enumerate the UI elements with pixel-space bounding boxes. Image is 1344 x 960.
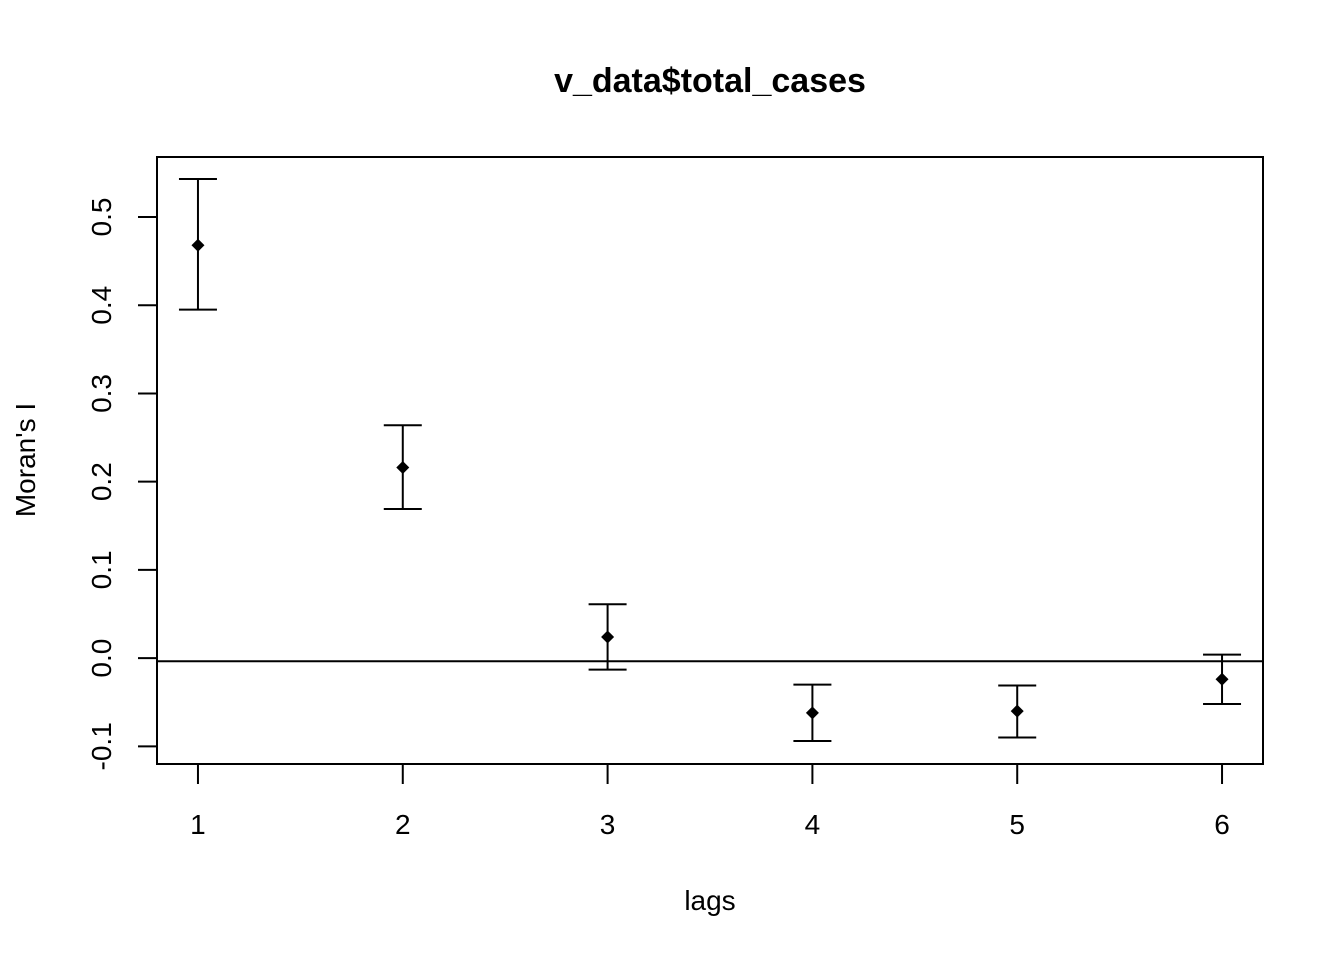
y-tick-label: 0.4 (86, 286, 117, 325)
x-axis: 1 2 3 4 5 6 (190, 764, 1230, 840)
y-axis: -0.1 0.0 0.1 0.2 0.3 0.4 0.5 (86, 198, 157, 770)
y-tick-label: 0.2 (86, 462, 117, 501)
x-axis-label: lags (684, 885, 735, 916)
data-point (1010, 704, 1024, 718)
data-point (601, 630, 615, 644)
data-points (191, 238, 1229, 720)
y-tick-label: 0.3 (86, 374, 117, 413)
data-point (1215, 672, 1229, 686)
x-tick-label: 3 (600, 809, 616, 840)
x-tick-label: 6 (1214, 809, 1230, 840)
x-tick-label: 2 (395, 809, 411, 840)
data-point (805, 706, 819, 720)
data-point (396, 461, 410, 475)
error-bars (178, 178, 1242, 743)
x-tick-label: 5 (1009, 809, 1025, 840)
x-tick-label: 4 (805, 809, 821, 840)
data-point (191, 238, 205, 252)
y-tick-label: 0.1 (86, 550, 117, 589)
y-tick-label: 0.5 (86, 198, 117, 237)
plot-frame (156, 156, 1264, 765)
y-tick-label: 0.0 (86, 639, 117, 678)
chart-title: v_data$total_cases (554, 62, 866, 100)
x-tick-label: 1 (190, 809, 206, 840)
y-axis-label: Moran's I (10, 403, 41, 517)
y-tick-label: -0.1 (86, 722, 117, 770)
